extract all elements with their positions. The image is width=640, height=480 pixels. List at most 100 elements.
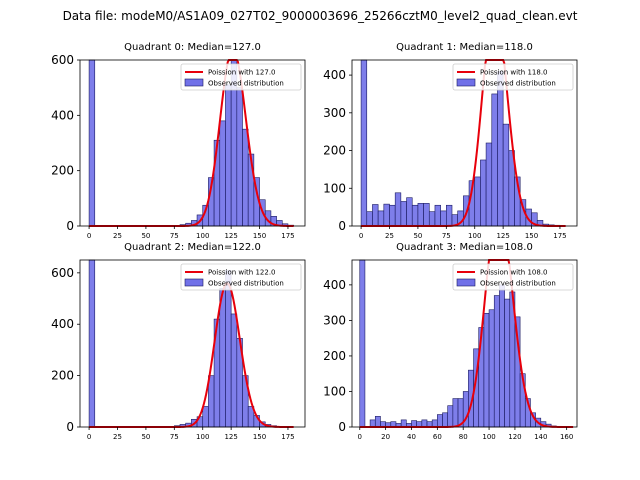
- legend-hist-swatch: [456, 78, 476, 87]
- histogram-bar: [225, 269, 232, 428]
- histogram-bar: [202, 406, 209, 428]
- y-tick-label: 200: [323, 144, 346, 158]
- poisson-curve: [89, 282, 294, 428]
- histogram-bars: [359, 259, 562, 428]
- x-tick-label: 0: [87, 232, 91, 240]
- y-tick-label: 200: [51, 369, 74, 383]
- y-ticks: 0 100 200 300 400: [323, 68, 352, 233]
- panel-quadrant-2: Quadrant 2: Median=122.0 0 25 50 75 100 125 150…: [51, 242, 306, 441]
- histogram-bar: [366, 211, 373, 227]
- x-tick-label: 100: [468, 232, 481, 240]
- x-tick-label: 120: [508, 433, 521, 441]
- y-tick-label: 600: [51, 266, 74, 280]
- panel-title: Quadrant 0: Median=127.0: [124, 42, 261, 53]
- y-ticks: 0 200 400 600: [51, 266, 80, 434]
- histogram-bar: [406, 197, 413, 227]
- x-tick-label: 20: [381, 433, 390, 441]
- histogram-bar: [452, 398, 459, 428]
- x-tick-label: 150: [525, 232, 538, 240]
- histogram-bar: [88, 59, 96, 227]
- x-tick-label: 100: [482, 433, 495, 441]
- x-tick-label: 50: [413, 232, 422, 240]
- legend-hist-label: Observed distribution: [480, 280, 556, 288]
- legend-hist-swatch: [184, 278, 204, 287]
- histogram-bar: [219, 120, 226, 227]
- histogram-bar: [493, 295, 500, 428]
- y-tick-label: 400: [323, 278, 346, 292]
- x-ticks: 0 25 50 75 100 125 150 175: [87, 427, 295, 441]
- x-ticks: 0 20 40 60 80 100 120 140 160: [358, 427, 573, 441]
- x-tick-label: 50: [141, 232, 150, 240]
- axes-frame: [79, 259, 306, 428]
- panel-quadrant-1: Quadrant 1: Median=118.0 0 25 50 75 100 125 150…: [323, 42, 578, 240]
- histogram-bar: [499, 284, 505, 428]
- axes-frame: [79, 59, 306, 227]
- y-tick-label: 0: [66, 420, 74, 434]
- histogram-bar: [359, 259, 366, 428]
- histogram-bar: [208, 375, 215, 428]
- histogram-bar: [431, 419, 438, 428]
- x-tick-label: 80: [459, 433, 468, 441]
- y-tick-label: 0: [338, 420, 346, 434]
- y-tick-label: 100: [323, 384, 346, 398]
- legend: Poission with 122.0 Observed distribution: [180, 263, 302, 291]
- x-tick-label: 75: [170, 232, 179, 240]
- y-tick-label: 400: [51, 108, 74, 122]
- x-tick-label: 25: [385, 232, 394, 240]
- histogram-bar: [447, 405, 454, 428]
- legend-line-label: Poission with 127.0: [208, 69, 276, 77]
- histogram-bar: [383, 203, 390, 227]
- legend-hist-label: Observed distribution: [208, 80, 284, 88]
- histogram-bar: [488, 309, 495, 428]
- y-tick-label: 300: [323, 313, 346, 327]
- histogram-bar: [491, 93, 498, 227]
- histogram-bar: [497, 71, 504, 227]
- panel-quadrant-0: Quadrant 0: Median=127.0 0 25 50 75 100 125 150…: [51, 42, 306, 240]
- x-tick-label: 100: [196, 232, 209, 240]
- x-ticks: 0 25 50 75 100 125 150 175: [87, 226, 295, 240]
- histogram-bar: [428, 211, 436, 227]
- histogram-bar: [377, 210, 385, 227]
- histogram-bar: [434, 204, 441, 227]
- legend-box: [452, 263, 574, 291]
- x-tick-label: 140: [534, 433, 547, 441]
- x-tick-label: 175: [281, 232, 294, 240]
- x-tick-label: 125: [496, 232, 509, 240]
- x-tick-label: 75: [170, 433, 179, 441]
- legend-line-label: Poission with 118.0: [480, 69, 548, 77]
- legend-box: [180, 263, 302, 291]
- histogram-bar: [360, 59, 368, 227]
- x-tick-label: 175: [281, 433, 294, 441]
- histogram-bar: [372, 204, 379, 227]
- y-tick-label: 300: [323, 106, 346, 120]
- x-tick-label: 125: [224, 232, 237, 240]
- y-ticks: 0 100 200 300 400: [323, 278, 352, 434]
- panel-title: Quadrant 1: Median=118.0: [396, 42, 533, 53]
- legend-box: [452, 63, 574, 91]
- histogram-bar: [400, 201, 407, 227]
- x-tick-label: 160: [560, 433, 573, 441]
- legend-line-label: Poission with 108.0: [480, 269, 548, 277]
- legend-hist-label: Observed distribution: [480, 80, 556, 88]
- histogram-bar: [442, 412, 448, 428]
- x-tick-label: 175: [553, 232, 566, 240]
- x-tick-label: 125: [224, 433, 237, 441]
- histogram-bar: [485, 142, 493, 227]
- y-tick-label: 200: [51, 164, 74, 178]
- histogram-bar: [242, 128, 249, 227]
- axes-frame: [351, 59, 578, 227]
- legend-line-label: Poission with 122.0: [208, 269, 276, 277]
- x-tick-label: 100: [196, 433, 209, 441]
- y-tick-label: 600: [51, 53, 74, 67]
- histogram-bar: [230, 313, 238, 428]
- y-tick-label: 100: [323, 181, 346, 195]
- x-tick-label: 150: [253, 433, 266, 441]
- histogram-bar: [437, 414, 443, 428]
- histogram-bar: [374, 416, 381, 428]
- x-tick-label: 150: [253, 232, 266, 240]
- legend-box: [180, 63, 302, 91]
- x-tick-label: 0: [358, 433, 362, 441]
- histogram-bar: [394, 192, 402, 227]
- histogram-bar: [369, 419, 376, 428]
- histogram-bar: [474, 176, 481, 227]
